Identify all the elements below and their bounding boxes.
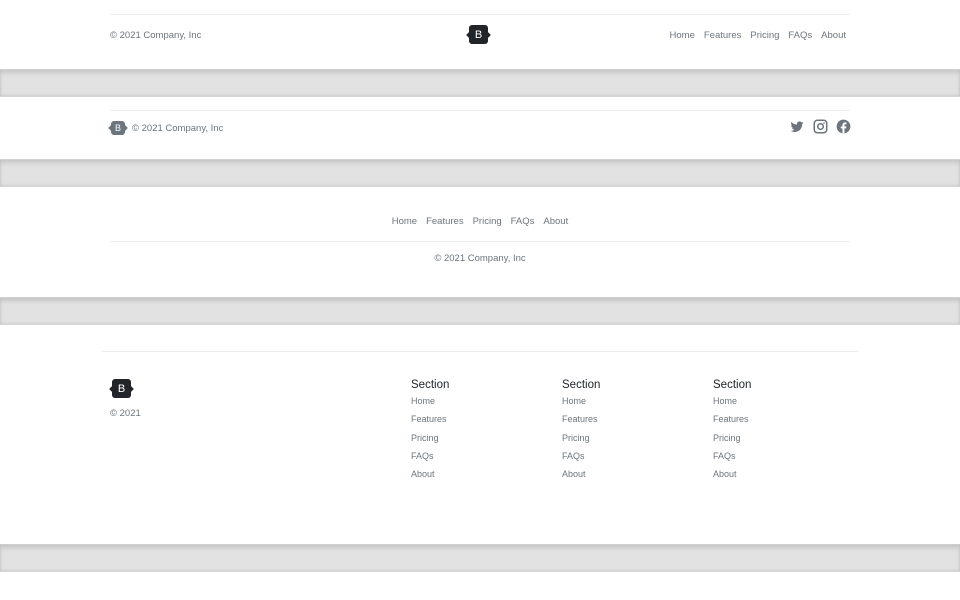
nav-faqs[interactable]: FAQs: [510, 216, 535, 227]
nav-features[interactable]: Features: [703, 30, 742, 41]
section-link-features[interactable]: Features: [713, 414, 749, 425]
logo-letter: B: [474, 28, 483, 41]
section-link-about[interactable]: About: [713, 469, 737, 480]
section-title: Section: [562, 379, 601, 391]
section-divider: [0, 544, 960, 572]
footer-nav: Home Features Pricing FAQs About: [670, 30, 846, 41]
section-link-faqs[interactable]: FAQs: [411, 450, 434, 461]
section-link-faqs[interactable]: FAQs: [713, 450, 736, 461]
footer-border: [110, 241, 850, 242]
section-divider: [0, 69, 960, 97]
section-link-faqs[interactable]: FAQs: [562, 450, 585, 461]
nav-faqs[interactable]: FAQs: [788, 30, 813, 41]
section-link-pricing[interactable]: Pricing: [713, 432, 741, 443]
nav-features[interactable]: Features: [426, 216, 464, 227]
nav-pricing[interactable]: Pricing: [472, 216, 502, 227]
bootstrap-logo[interactable]: B: [112, 379, 131, 398]
nav-home[interactable]: Home: [391, 216, 418, 227]
section-divider: [0, 159, 960, 187]
copyright-text: © 2021 Company, Inc: [434, 253, 526, 264]
footer-section: Section Home Features Pricing FAQs About: [713, 379, 751, 487]
facebook-icon[interactable]: [836, 119, 851, 134]
copyright-text: © 2021 Company, Inc: [132, 123, 224, 134]
footer-section: Section Home Features Pricing FAQs About: [562, 379, 600, 487]
section-divider: [0, 297, 960, 325]
logo-letter: B: [117, 382, 126, 395]
section-link-home[interactable]: Home: [411, 396, 436, 406]
section-title: Section: [411, 379, 450, 391]
section-link-home[interactable]: Home: [562, 396, 587, 406]
copyright-text: © 2021 Company, Inc: [110, 30, 202, 41]
footer-section: Section Home Features Pricing FAQs About: [411, 379, 449, 487]
copyright-text: © 2021: [110, 408, 141, 419]
nav-home[interactable]: Home: [669, 30, 695, 41]
section-link-features[interactable]: Features: [562, 414, 598, 425]
twitter-icon[interactable]: [790, 120, 804, 134]
section-title: Section: [713, 379, 752, 391]
footer-nav: Home Features Pricing FAQs About: [0, 216, 960, 227]
bootstrap-logo[interactable]: B: [469, 25, 488, 44]
section-link-about[interactable]: About: [411, 469, 435, 480]
footer-border: [110, 14, 850, 15]
footer-border: [102, 351, 858, 352]
section-link-pricing[interactable]: Pricing: [411, 432, 439, 443]
section-link-home[interactable]: Home: [713, 396, 738, 406]
footer-border: [110, 110, 850, 111]
nav-about[interactable]: About: [821, 30, 846, 41]
section-link-features[interactable]: Features: [411, 414, 447, 425]
logo-letter: B: [114, 123, 121, 133]
instagram-icon[interactable]: [813, 119, 828, 134]
nav-about[interactable]: About: [543, 216, 569, 227]
bootstrap-logo[interactable]: B: [111, 121, 125, 135]
section-link-about[interactable]: About: [562, 469, 586, 480]
nav-pricing[interactable]: Pricing: [750, 30, 780, 41]
section-link-pricing[interactable]: Pricing: [562, 432, 590, 443]
